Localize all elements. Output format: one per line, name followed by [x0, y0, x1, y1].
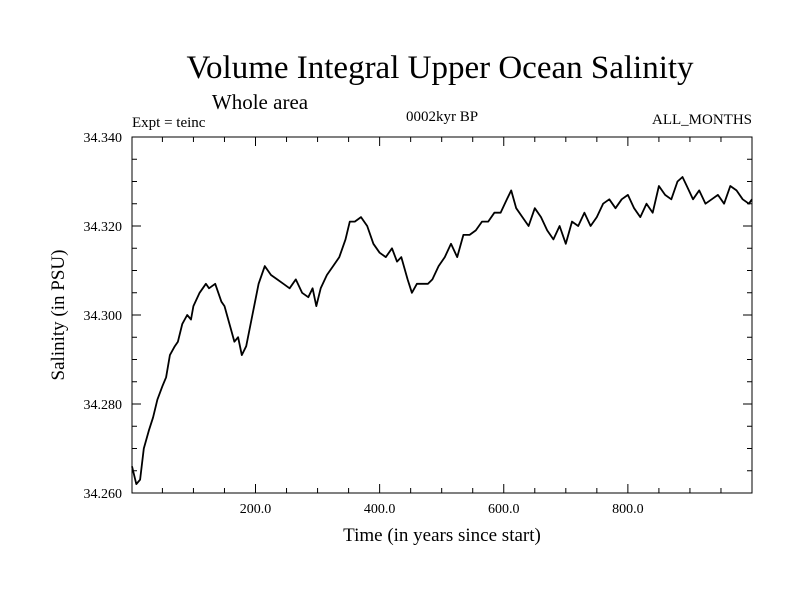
- period-label: 0002kyr BP: [406, 109, 478, 125]
- chart-title: Volume Integral Upper Ocean Salinity: [186, 50, 694, 86]
- x-tick-label: 400.0: [364, 502, 396, 517]
- salinity-series-line: [131, 176, 753, 486]
- y-tick-labels: 34.260 34.280 34.300 34.320 34.340: [84, 131, 123, 502]
- series-layer: [131, 176, 753, 486]
- y-tick-label: 34.340: [84, 131, 123, 146]
- x-tick-label: 800.0: [612, 502, 644, 517]
- tick-marks: [132, 137, 752, 493]
- chart-subtitle: Whole area: [212, 90, 309, 114]
- x-tick-label: 200.0: [240, 502, 272, 517]
- y-tick-label: 34.300: [84, 309, 123, 324]
- y-tick-label: 34.260: [84, 487, 123, 502]
- y-tick-label: 34.280: [84, 398, 123, 413]
- plot-frame: [131, 136, 753, 494]
- x-axis-label: Time (in years since start): [343, 525, 541, 546]
- x-tick-labels: 200.0 400.0 600.0 800.0: [240, 502, 644, 517]
- months-label: ALL_MONTHS: [652, 112, 752, 128]
- x-tick-label: 600.0: [488, 502, 520, 517]
- y-tick-label: 34.320: [84, 220, 123, 235]
- experiment-label: Expt = teinc: [132, 115, 206, 131]
- y-axis-label: Salinity (in PSU): [48, 250, 69, 381]
